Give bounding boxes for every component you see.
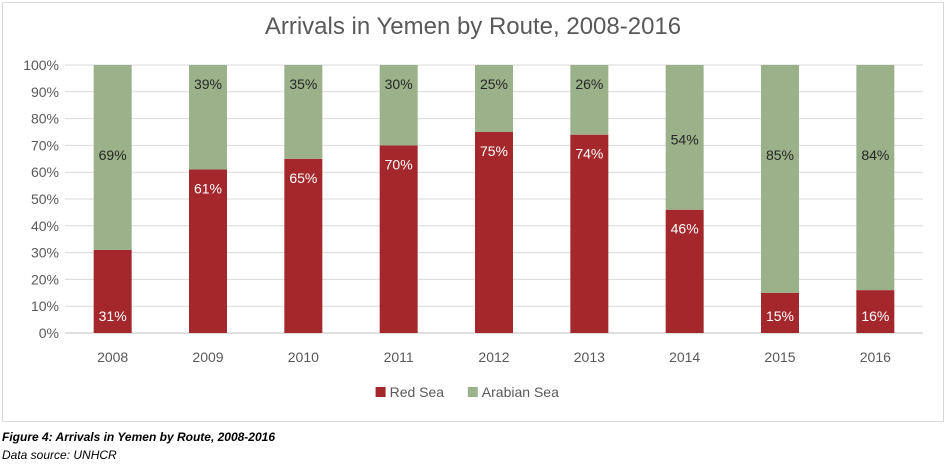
chart-container: Arrivals in Yemen by Route, 2008-2016 0%… [2, 2, 944, 422]
data-label: 39% [194, 76, 222, 92]
bar-red-sea [379, 145, 418, 333]
bar-arabian-sea [761, 65, 799, 293]
y-tick-label: 40% [31, 218, 59, 234]
data-label: 75% [480, 143, 508, 159]
bar-red-sea [189, 169, 227, 333]
x-tick-label: 2011 [384, 349, 414, 365]
y-tick-label: 0% [39, 325, 59, 341]
data-label: 16% [861, 308, 889, 324]
data-source-caption: Data source: UNHCR [2, 448, 117, 462]
bar-arabian-sea [475, 65, 513, 132]
bar-red-sea [475, 132, 513, 333]
legend-swatch [467, 387, 478, 397]
x-tick-label: 2008 [97, 349, 128, 365]
legend-label: Red Sea [390, 384, 445, 400]
chart-title: Arrivals in Yemen by Route, 2008-2016 [264, 13, 682, 40]
bar-red-sea [856, 290, 895, 333]
bar-arabian-sea [570, 65, 609, 135]
stacked-bar-chart: 0% 10% 20% 30% 40% 50% 60% 70% 80% 90% 100% 31% 69% 2… [23, 57, 923, 400]
data-label: 61% [194, 181, 222, 197]
legend-label: Arabian Sea [482, 384, 559, 400]
data-label: 74% [575, 146, 603, 162]
bar-red-sea [761, 292, 799, 333]
y-tick-label: 60% [31, 164, 59, 180]
x-tick-label: 2014 [669, 349, 700, 365]
y-tick-label: 100% [23, 57, 59, 73]
y-tick-label: 50% [31, 191, 59, 207]
data-label: 69% [99, 147, 127, 163]
data-label: 84% [861, 147, 889, 163]
bar-red-sea [570, 134, 609, 333]
x-tick-label: 2016 [860, 349, 891, 365]
data-label: 54% [671, 132, 699, 148]
data-label: 25% [480, 76, 508, 92]
y-tick-label: 20% [31, 271, 59, 287]
figure-caption: Figure 4: Arrivals in Yemen by Route, 20… [2, 430, 275, 444]
bar-arabian-sea [665, 65, 704, 210]
bar-arabian-sea [93, 65, 132, 250]
y-tick-label: 80% [31, 111, 59, 127]
y-tick-label: 90% [31, 84, 59, 100]
x-tick-label: 2013 [574, 349, 605, 365]
x-tick-label: 2009 [192, 349, 223, 365]
bar-arabian-sea [189, 65, 227, 170]
data-label: 26% [575, 76, 603, 92]
data-label: 85% [766, 147, 794, 163]
x-tick-label: 2010 [288, 349, 319, 365]
data-label: 35% [289, 76, 317, 92]
x-tick-label: 2012 [478, 349, 509, 365]
legend-swatch [375, 387, 386, 397]
data-label: 31% [99, 308, 127, 324]
bar-red-sea [284, 158, 323, 333]
data-label: 46% [671, 221, 699, 237]
x-tick-label: 2015 [764, 349, 795, 365]
bar-red-sea [665, 209, 704, 333]
data-label: 70% [385, 156, 413, 172]
data-label: 15% [766, 308, 794, 324]
bar-red-sea [93, 249, 132, 333]
data-label: 65% [289, 170, 317, 186]
bar-arabian-sea [856, 65, 895, 291]
bar-arabian-sea [379, 65, 418, 146]
bar-arabian-sea [284, 65, 323, 159]
y-tick-label: 10% [31, 298, 59, 314]
y-tick-label: 70% [31, 137, 59, 153]
data-label: 30% [385, 76, 413, 92]
y-tick-label: 30% [31, 245, 59, 261]
